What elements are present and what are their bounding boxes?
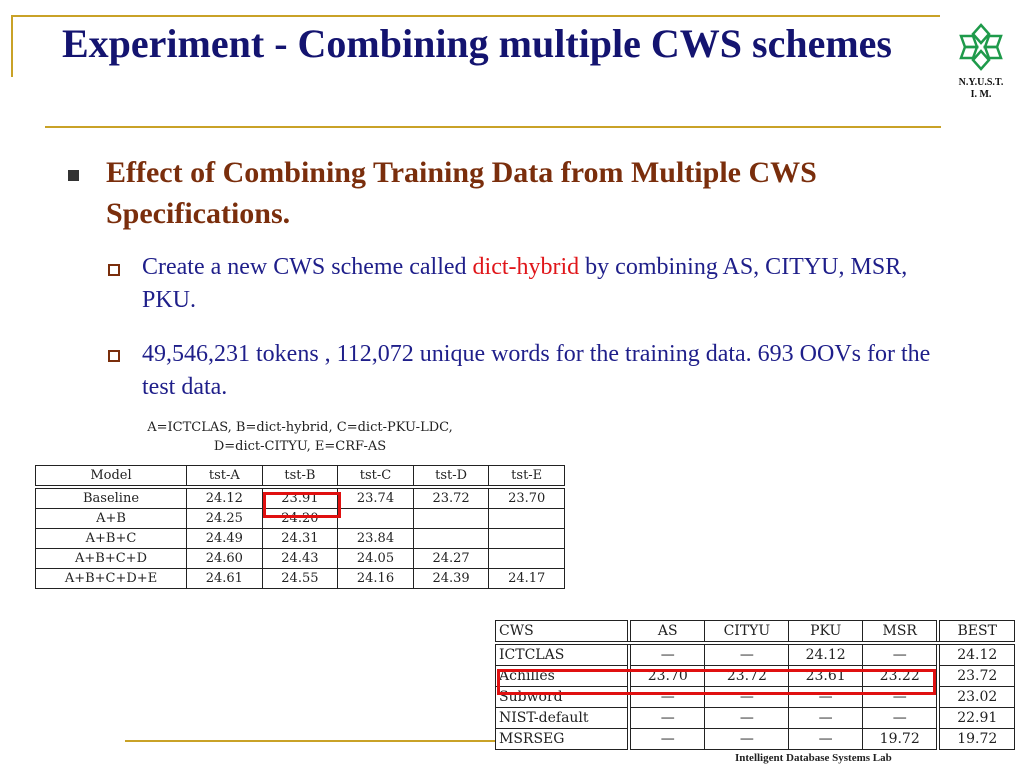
table-cell	[412, 528, 490, 549]
header-cell: tst-B	[261, 465, 339, 489]
table-cell: —	[627, 642, 706, 666]
sub-bullet-text: by combining AS, CITYU, MSR, PKU.	[142, 254, 908, 313]
title-underline	[45, 126, 941, 128]
table-row: A+B+C 24.49 24.31 23.84	[35, 528, 565, 549]
header-cell: Model	[35, 465, 187, 489]
table-cell: 24.43	[261, 548, 339, 569]
table-cell: 24.12	[186, 486, 263, 509]
table-header-row: CWS AS CITYU PKU MSR BEST	[495, 620, 1016, 645]
table-cell: 24.25	[186, 508, 263, 529]
table-cell: A+B+C	[35, 528, 187, 549]
sub-bullet-icon	[108, 264, 120, 276]
header-cell: tst-E	[488, 465, 565, 489]
highlight-box-achilles	[497, 669, 936, 695]
caption-line-2: D=dict-CITYU, E=CRF-AS	[213, 439, 387, 454]
header-cell: MSR	[861, 620, 939, 645]
table-cell: A+B	[35, 508, 187, 529]
table-cell: 23.72	[936, 665, 1016, 687]
logo: N.Y.U.S.T. I. M.	[946, 22, 1016, 101]
sub-bullet-text: Create a new CWS scheme called	[142, 254, 473, 280]
table-cell: 24.60	[186, 548, 263, 569]
table-cell: 24.12	[788, 642, 863, 666]
table-cell: ICTCLAS	[495, 642, 630, 666]
table-cell: 23.02	[936, 686, 1016, 708]
table-cell: A+B+C+D+E	[35, 568, 187, 589]
table-cell: MSRSEG	[495, 728, 630, 750]
footer-text: Intelligent Database Systems Lab	[735, 752, 892, 764]
table-cell: 19.72	[861, 728, 939, 750]
table-cell: 23.72	[412, 486, 490, 509]
table-cell: 23.84	[337, 528, 414, 549]
table-cell	[412, 508, 490, 529]
table-cell	[337, 508, 414, 529]
table-cell	[488, 508, 565, 529]
table1-caption: A=ICTCLAS, B=dict-hybrid, C=dict-PKU-LDC…	[35, 418, 565, 456]
table-row: A+B+C+D 24.60 24.43 24.05 24.27	[35, 548, 565, 569]
logo-text-1: N.Y.U.S.T.	[958, 77, 1004, 88]
header-cell: tst-C	[337, 465, 414, 489]
table-row: ICTCLAS — —24.12—24.12	[495, 642, 1016, 666]
table-header-row: Model tst-A tst-B tst-C tst-D tst-E	[35, 465, 565, 489]
table-cell: 24.31	[261, 528, 339, 549]
table-cell: 23.70	[488, 486, 565, 509]
logo-text-2: I. M.	[970, 89, 992, 100]
table-cell: A+B+C+D	[35, 548, 187, 569]
table-row: MSRSEG — — —19.72 19.72	[495, 728, 1016, 750]
table-cell	[488, 548, 565, 569]
table-cell: —	[704, 728, 790, 750]
table-cell: 19.72	[936, 728, 1016, 750]
table-row: NIST-default — — — —22.91	[495, 707, 1016, 729]
table-cell: 24.16	[337, 568, 414, 589]
table-cell: —	[704, 707, 790, 729]
table-cell: —	[861, 707, 939, 729]
header-cell: BEST	[936, 620, 1016, 645]
table-cell: 24.12	[936, 642, 1016, 666]
table-cell	[488, 528, 565, 549]
table-cell: —	[788, 728, 863, 750]
table-cell: 24.20	[261, 508, 339, 529]
sub-bullet-icon	[108, 350, 120, 362]
table-cell: 24.27	[412, 548, 490, 569]
table-cell: —	[627, 728, 706, 750]
header-cell: PKU	[788, 620, 863, 645]
sub-bullet-text: 49,546,231 tokens , 112,072 unique words…	[142, 341, 931, 400]
header-cell: CITYU	[704, 620, 790, 645]
model-results-table: Model tst-A tst-B tst-C tst-D tst-E Base…	[35, 465, 565, 589]
table-cell: NIST-default	[495, 707, 630, 729]
footer-rule	[125, 740, 495, 742]
bullet-square-icon	[68, 170, 79, 181]
table-row: A+B+C+D+E 24.61 24.55 24.16 24.39 24.17	[35, 568, 565, 589]
header-cell: tst-A	[186, 465, 263, 489]
header-cell: tst-D	[412, 465, 490, 489]
table-cell: —	[861, 642, 939, 666]
bullet-heading: Effect of Combining Training Data from M…	[106, 156, 817, 230]
table-cell: 23.74	[337, 486, 414, 509]
page-title: Experiment - Combining multiple CWS sche…	[62, 21, 892, 66]
table-cell: —	[704, 642, 790, 666]
table-cell: 24.49	[186, 528, 263, 549]
table-cell: 24.61	[186, 568, 263, 589]
table-cell: 24.39	[412, 568, 490, 589]
dict-hybrid-highlight: dict-hybrid	[472, 254, 580, 280]
table-cell: 24.55	[261, 568, 339, 589]
table-cell: —	[627, 707, 706, 729]
table-row: A+B 24.25 24.20	[35, 508, 565, 529]
snowflake-logo-icon	[959, 23, 1003, 71]
header-cell: AS	[627, 620, 706, 645]
header-cell: CWS	[495, 620, 630, 645]
table-cell: Baseline	[35, 486, 187, 509]
table-cell: —	[788, 707, 863, 729]
table-cell: 24.17	[488, 568, 565, 589]
sub-bullet-2: 49,546,231 tokens , 112,072 unique words…	[142, 338, 942, 404]
caption-line-1: A=ICTCLAS, B=dict-hybrid, C=dict-PKU-LDC…	[147, 420, 453, 435]
sub-bullet-1: Create a new CWS scheme called dict-hybr…	[142, 251, 942, 317]
table-cell: 24.05	[337, 548, 414, 569]
top-rule	[12, 15, 940, 17]
left-rule	[11, 15, 13, 77]
table-cell: 22.91	[936, 707, 1016, 729]
highlight-box-tst-b	[263, 492, 341, 518]
